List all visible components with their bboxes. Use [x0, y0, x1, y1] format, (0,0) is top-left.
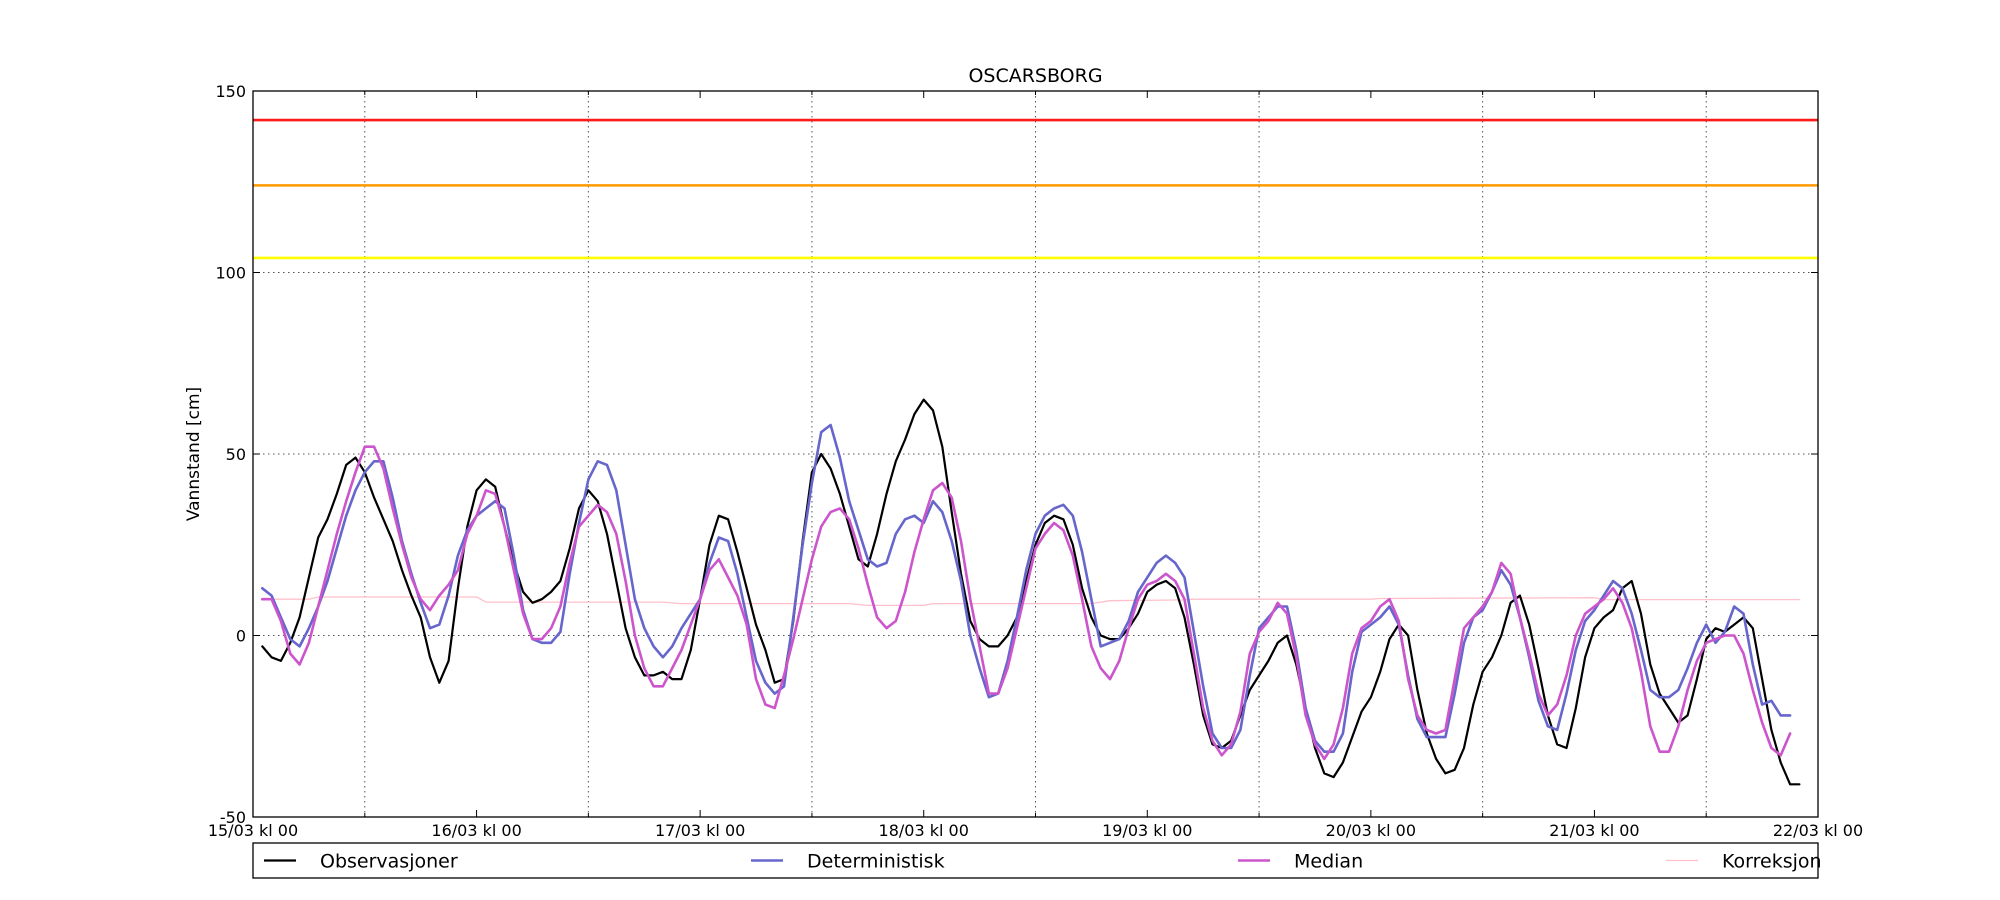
x-tick-label: 20/03 kl 00	[1326, 821, 1416, 840]
series-line	[261, 445, 1792, 761]
y-tick-label: 150	[215, 82, 246, 101]
series-line	[261, 596, 1801, 607]
x-tick-label: 21/03 kl 00	[1549, 821, 1639, 840]
chart-title: OSCARSBORG	[968, 65, 1102, 87]
series-line	[261, 423, 1792, 753]
y-tick-label: 100	[215, 264, 246, 283]
x-tick-label: 19/03 kl 00	[1102, 821, 1192, 840]
legend-label: Observasjoner	[320, 851, 458, 873]
y-tick-label: -50	[220, 808, 246, 827]
series-line	[261, 398, 1801, 786]
y-tick-label: 50	[226, 445, 246, 464]
legend-frame	[252, 842, 1819, 879]
legend: Observasjoner Deterministisk Median Korreks…	[252, 842, 1822, 879]
plot-area: -50 0 50 100 150 15/03 kl 00 16/03 kl 00 17/03 …	[208, 82, 1863, 840]
x-tick-label: 17/03 kl 00	[655, 821, 745, 840]
legend-label: Korreksjon	[1722, 851, 1822, 873]
x-tick-label: 15/03 kl 00	[208, 821, 298, 840]
y-tick-label: 0	[236, 627, 246, 646]
x-tick-label: 22/03 kl 00	[1773, 821, 1863, 840]
legend-label: Median	[1294, 851, 1363, 873]
y-axis-label: Vannstand [cm]	[184, 387, 204, 521]
x-tick-label: 16/03 kl 00	[431, 821, 521, 840]
x-tick-label: 18/03 kl 00	[879, 821, 969, 840]
legend-label: Deterministisk	[807, 851, 945, 873]
